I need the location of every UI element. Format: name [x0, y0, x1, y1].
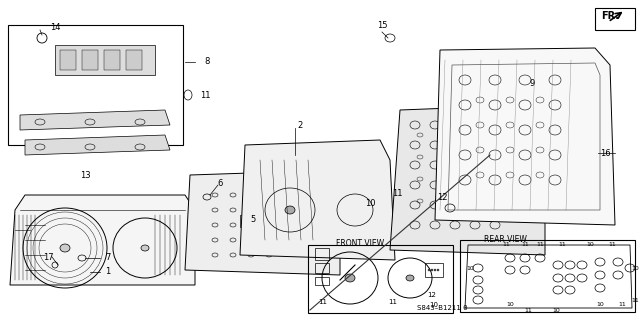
Text: 11: 11	[200, 90, 211, 100]
Text: 1: 1	[106, 267, 111, 277]
Text: 11: 11	[536, 242, 544, 247]
Polygon shape	[435, 48, 615, 225]
Bar	[315, 277, 329, 285]
Text: 10: 10	[466, 266, 474, 271]
Ellipse shape	[285, 206, 295, 214]
Bar	[55, 45, 155, 75]
Bar	[240, 215, 260, 227]
Text: 11: 11	[388, 299, 397, 305]
Polygon shape	[20, 110, 170, 130]
Text: 11: 11	[392, 188, 403, 198]
Bar	[8, 25, 183, 145]
Text: 12: 12	[428, 292, 436, 298]
Text: 11: 11	[608, 242, 616, 247]
Bar	[315, 248, 329, 260]
Polygon shape	[185, 170, 340, 275]
Text: 10: 10	[552, 307, 560, 312]
Text: 5: 5	[250, 215, 255, 225]
Bar	[60, 50, 76, 70]
Text: 14: 14	[50, 24, 60, 32]
Text: 10: 10	[631, 266, 639, 271]
Bar	[126, 50, 142, 70]
Text: FRONT VIEW: FRONT VIEW	[336, 238, 384, 248]
Text: FR.: FR.	[601, 11, 619, 21]
Text: 11: 11	[631, 297, 639, 302]
Text: 10: 10	[429, 302, 438, 308]
Text: 17: 17	[43, 254, 53, 262]
Bar	[308, 245, 453, 313]
Text: 11: 11	[558, 242, 566, 247]
Text: 11: 11	[524, 307, 532, 312]
Text: 7: 7	[106, 254, 111, 262]
Text: 16: 16	[600, 148, 611, 158]
Bar	[104, 50, 120, 70]
Text: 6: 6	[218, 179, 223, 187]
Text: 10: 10	[586, 242, 594, 247]
Text: 10: 10	[365, 198, 375, 208]
Ellipse shape	[345, 274, 355, 282]
Ellipse shape	[437, 269, 439, 271]
Polygon shape	[25, 135, 170, 155]
Polygon shape	[240, 140, 395, 260]
Text: 15: 15	[377, 20, 387, 30]
Text: 11: 11	[319, 299, 328, 305]
Text: 11: 11	[502, 242, 510, 247]
Bar	[425, 263, 443, 277]
Polygon shape	[10, 195, 195, 285]
Text: 2: 2	[298, 121, 303, 129]
Text: 12: 12	[436, 193, 447, 203]
Polygon shape	[390, 105, 545, 255]
Ellipse shape	[428, 269, 430, 271]
Text: 11: 11	[618, 302, 626, 307]
Bar	[315, 263, 329, 273]
Ellipse shape	[60, 244, 70, 252]
Bar	[595, 8, 635, 30]
Text: 10: 10	[596, 302, 604, 307]
Ellipse shape	[406, 275, 414, 281]
Ellipse shape	[431, 269, 433, 271]
Text: 8: 8	[204, 58, 210, 66]
Text: REAR VIEW: REAR VIEW	[484, 236, 527, 244]
Bar	[460, 240, 635, 312]
Text: 9: 9	[529, 78, 534, 88]
Ellipse shape	[434, 269, 436, 271]
Text: 11: 11	[521, 242, 529, 247]
Bar	[82, 50, 98, 70]
Text: S843–B1211 0: S843–B1211 0	[417, 305, 467, 311]
Ellipse shape	[141, 245, 149, 251]
Text: 10: 10	[506, 302, 514, 307]
Text: 13: 13	[80, 170, 90, 180]
